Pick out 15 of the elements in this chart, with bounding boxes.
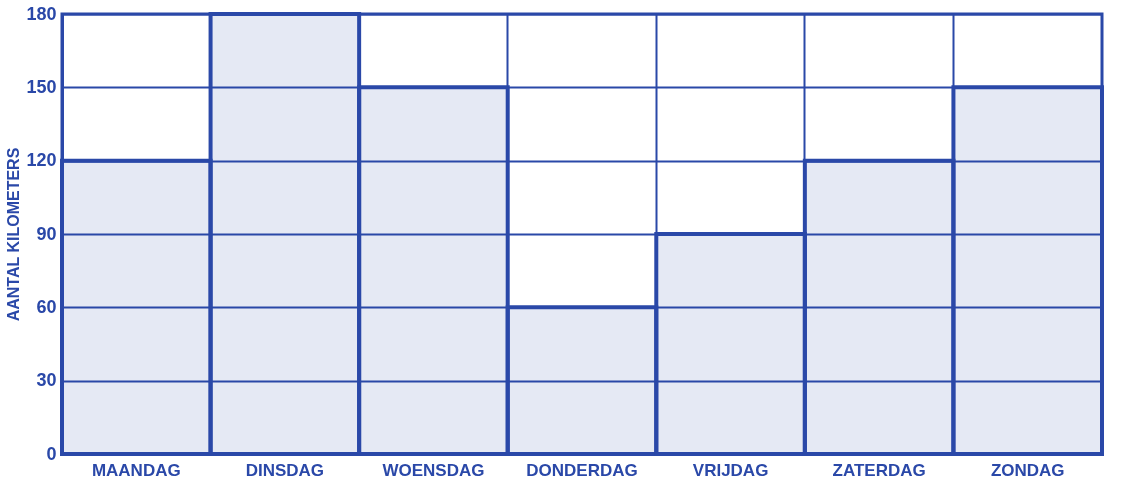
y-tick-label: 60 [36,296,57,317]
y-axis-title: AANTAL KILOMETERS [5,147,23,322]
y-tick-label: 30 [36,370,57,391]
x-tick-label: VRIJDAG [692,460,769,480]
y-tick-label: 180 [26,3,57,24]
x-tick-label: DINSDAG [245,460,325,480]
x-tick-label: MAANDAG [91,460,181,480]
x-tick-label: DONDERDAG [526,460,638,480]
x-tick-label: ZONDAG [990,460,1065,480]
x-tick-label: WOENSDAG [382,460,485,480]
y-tick-label: 90 [36,223,57,244]
x-tick-label: ZATERDAG [832,460,926,480]
y-tick-label: 0 [46,443,57,464]
y-tick-label: 150 [26,76,57,97]
y-tick-label: 120 [26,150,57,171]
